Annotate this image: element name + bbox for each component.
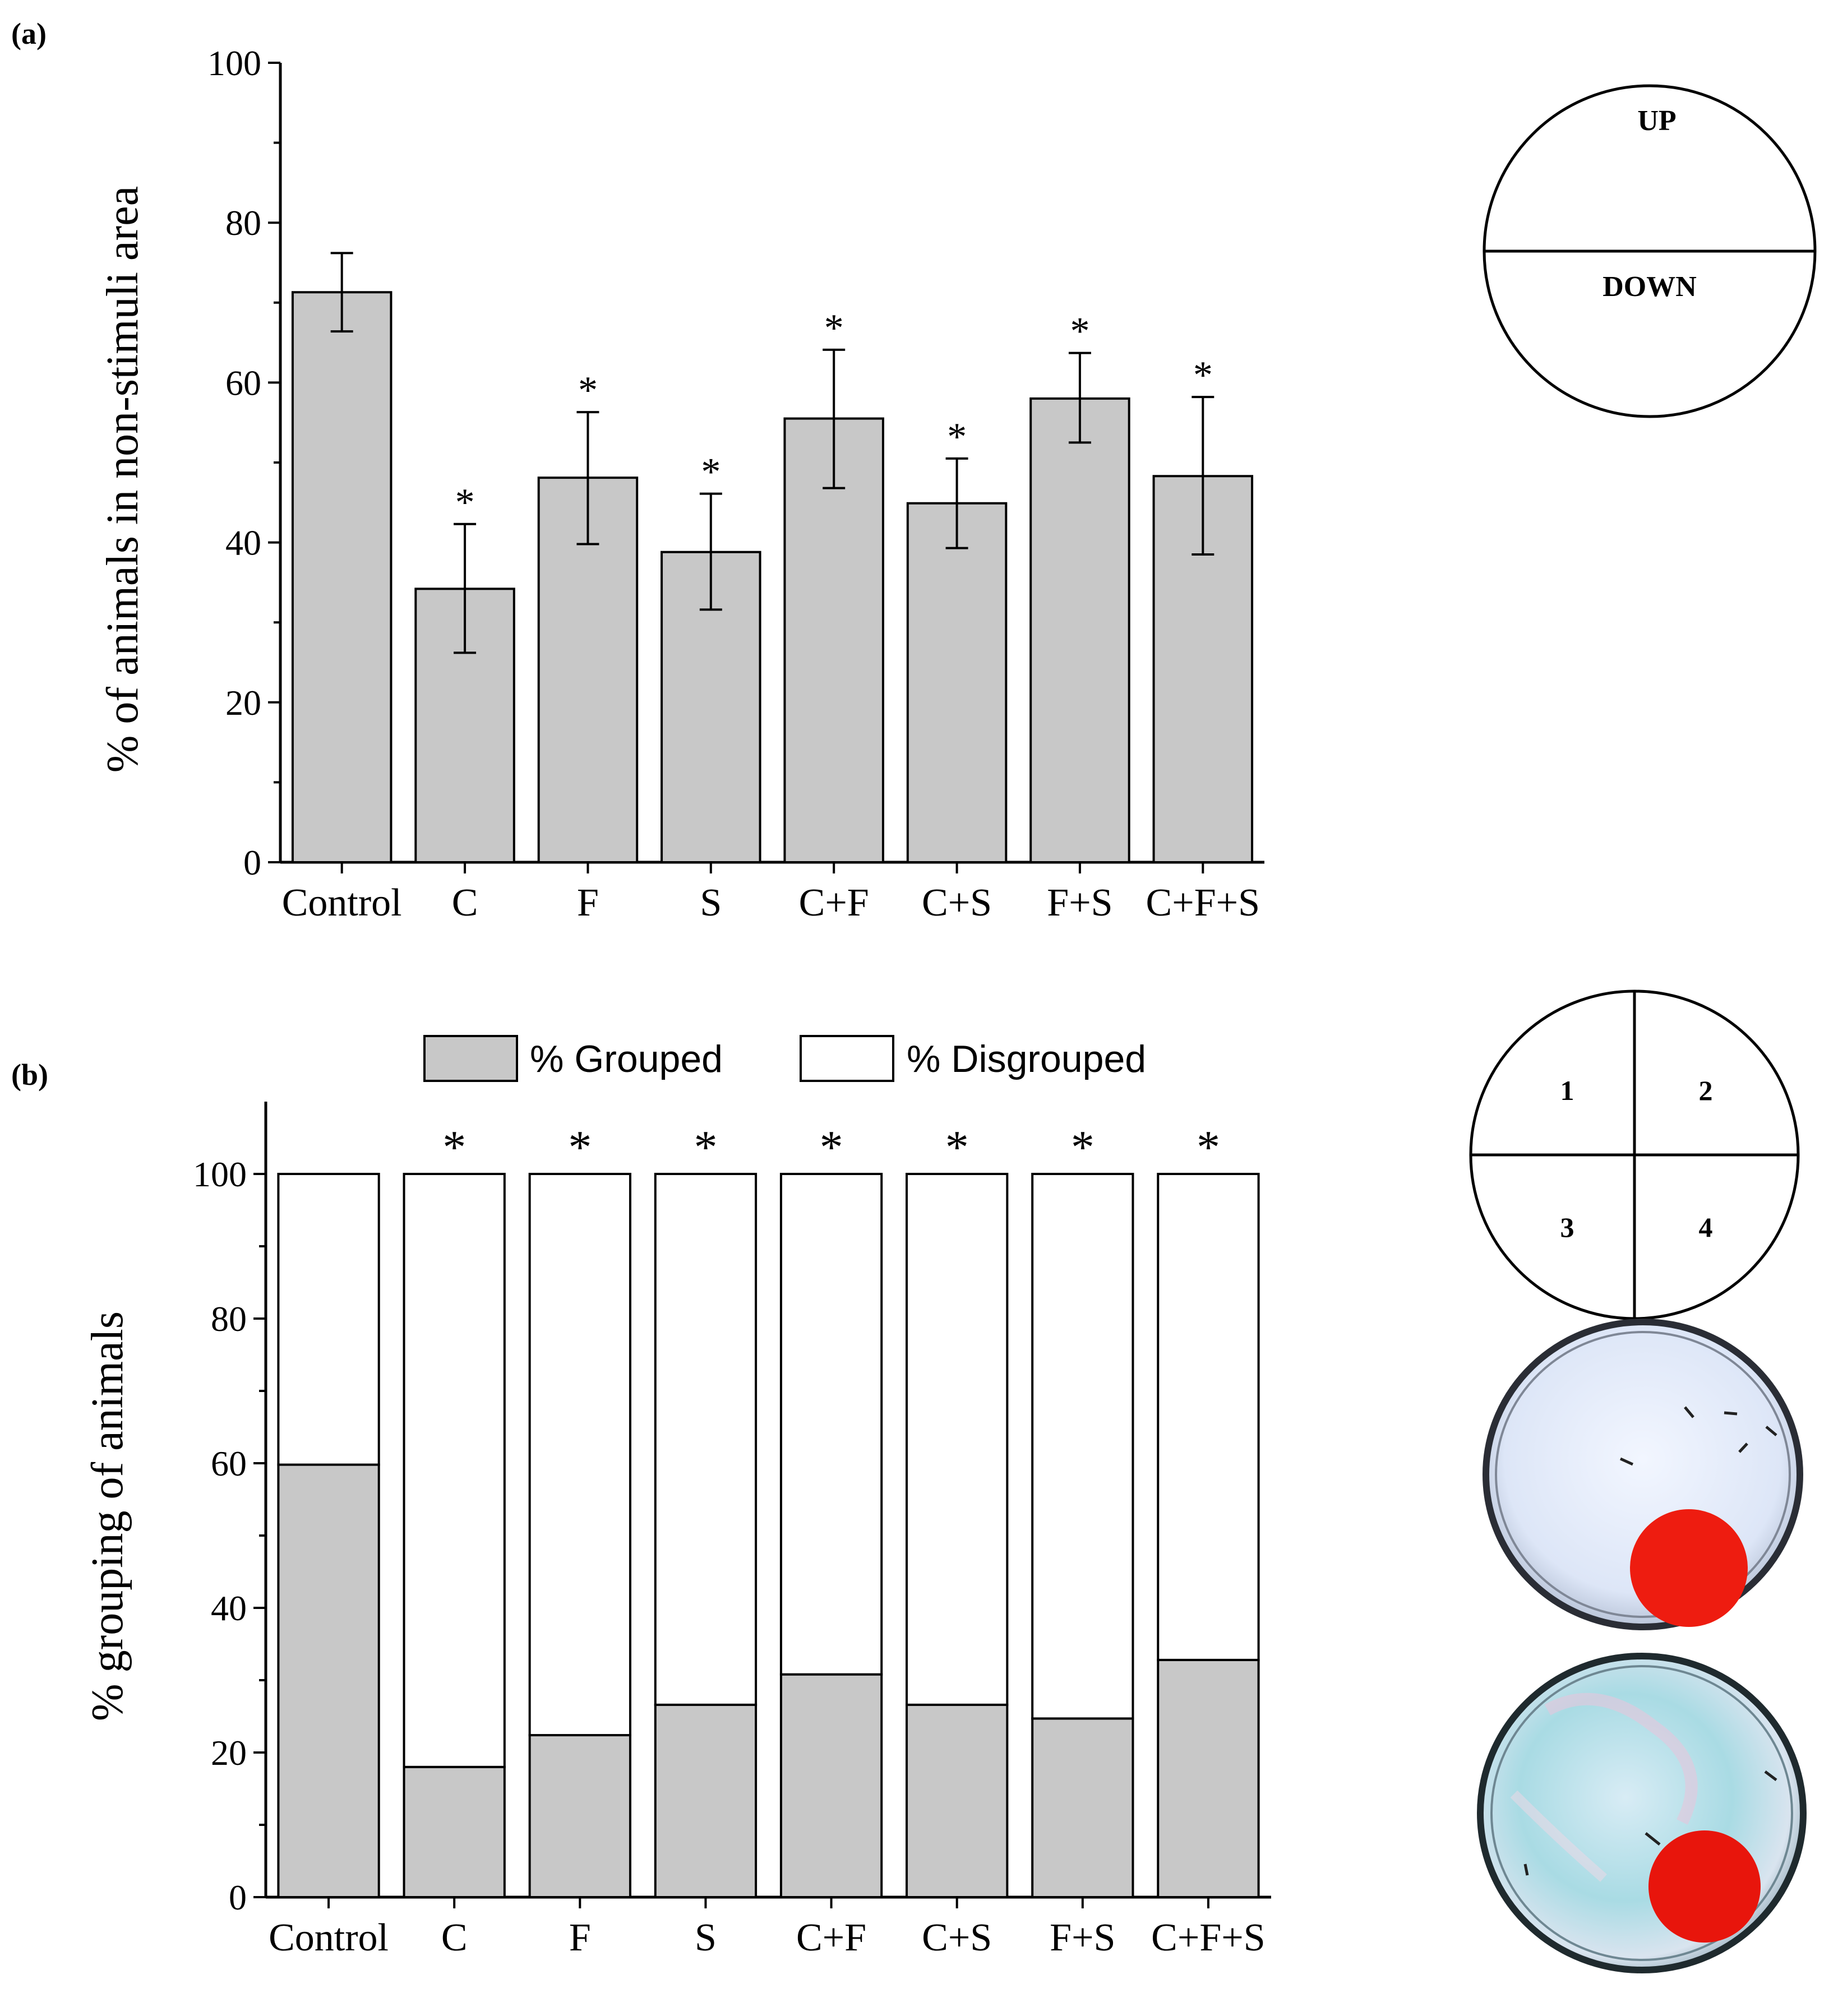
significance-marker: * [824,307,844,350]
bar-grouped [403,1765,506,1899]
y-tick-label: 40 [225,523,261,563]
quadrant-2-label: 2 [1699,1075,1713,1106]
bar-disgrouped [654,1173,758,1706]
panel-a-label: (a) [11,17,47,50]
x-tick-label: C+F [796,1916,866,1959]
x-tick-label: C+S [922,1916,992,1959]
x-tick-label: F [569,1916,591,1959]
bar-disgrouped [779,1173,883,1676]
legend-label: % Disgrouped [907,1038,1146,1080]
x-tick-label: S [700,881,722,924]
y-tick-label: 20 [225,683,261,723]
y-axis-label: % of animals in non-stimuli area [98,186,147,773]
bar-grouped [1031,1717,1134,1899]
bar [1029,397,1130,863]
significance-marker: * [1071,1121,1095,1173]
down-label: DOWN [1603,271,1697,303]
x-tick-label: C+F+S [1151,1916,1266,1959]
significance-marker: * [578,369,598,412]
y-tick-label: 80 [225,203,261,243]
y-tick-label: 100 [207,43,261,83]
y-axis-label: % grouping of animals [83,1311,132,1721]
quadrant-arena-diagram: 1 2 3 4 [1469,989,1800,1320]
x-tick-label: Control [282,881,402,924]
bar-grouped [528,1734,631,1899]
bar-disgrouped [906,1173,1009,1706]
x-tick-label: C+F [799,881,869,924]
bar-grouped [779,1673,883,1898]
y-tick-label: 0 [229,1878,247,1917]
bar-disgrouped [403,1173,506,1768]
x-tick-label: C+F+S [1146,881,1260,924]
significance-marker: * [945,1121,969,1173]
bar-disgrouped [1031,1173,1134,1720]
x-tick-label: Control [269,1916,389,1959]
petri-dish-photo-2 [1477,1653,1807,1973]
y-tick-label: 0 [243,843,261,882]
bar [661,551,761,863]
bar-disgrouped [528,1173,631,1737]
x-tick-label: F+S [1047,881,1112,924]
chart-b: 0 20 40 60 80 100 % grouping of animals Control… [83,1035,1271,1959]
y-tick-label: 60 [225,363,261,403]
legend-swatch [800,1035,894,1082]
panel-b-label: (b) [11,1058,48,1092]
significance-marker: * [701,451,721,494]
y-tick-label: 20 [211,1733,247,1773]
significance-marker: * [820,1121,843,1173]
bar-disgrouped [277,1173,380,1466]
x-tick-label: S [695,1916,717,1959]
legend-label: % Grouped [530,1038,723,1080]
x-tick-label: C [452,881,478,924]
bar [906,502,1008,863]
significance-marker: * [1070,310,1089,353]
significance-marker: * [442,1121,466,1173]
quadrant-4-label: 4 [1699,1212,1713,1243]
x-tick-label: F+S [1050,1916,1115,1959]
bar-grouped [1157,1658,1260,1898]
quadrant-1-label: 1 [1560,1075,1574,1106]
x-tick-label: C+S [922,881,992,924]
up-down-arena-diagram: UP DOWN [1483,84,1817,418]
bar-grouped [654,1703,758,1899]
x-tick-label: C [441,1916,468,1959]
up-label: UP [1637,105,1676,137]
significance-marker: * [568,1121,592,1173]
significance-marker: * [694,1121,717,1173]
bar-disgrouped [1157,1173,1260,1661]
y-tick-label: 60 [211,1444,247,1483]
y-tick-label: 80 [211,1299,247,1339]
petri-dish-photo-1 [1483,1319,1803,1630]
significance-marker: * [1193,354,1213,397]
significance-marker: * [455,481,475,524]
significance-marker: * [947,415,967,459]
bar-grouped [906,1703,1009,1899]
quadrant-3-label: 3 [1560,1212,1574,1243]
legend-swatch [423,1035,518,1082]
significance-marker: * [1197,1121,1220,1173]
x-tick-label: F [577,881,599,924]
y-tick-label: 40 [211,1588,247,1628]
bar-grouped [277,1463,380,1899]
y-tick-label: 100 [193,1154,247,1194]
bar [291,291,392,863]
chart-a: 0 20 40 60 80 100 % of animals in non-stimuli … [98,43,1264,924]
